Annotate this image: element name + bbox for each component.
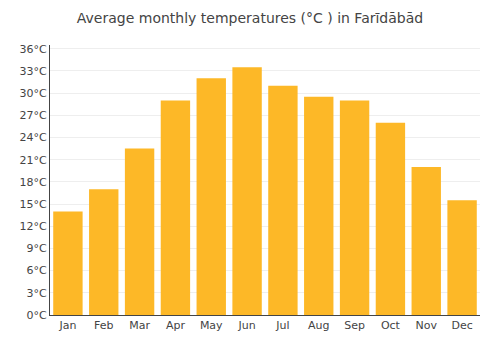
svg-text:3°C: 3°C [27,287,47,300]
svg-text:24°C: 24°C [20,131,47,144]
svg-text:Jun: Jun [237,319,255,332]
svg-text:May: May [200,319,223,332]
svg-text:Average monthly temperatures (: Average monthly temperatures (°C ) in Fa… [77,10,423,26]
svg-text:21°C: 21°C [20,154,47,167]
svg-text:30°C: 30°C [20,87,47,100]
svg-text:Apr: Apr [166,319,186,332]
svg-text:15°C: 15°C [20,198,47,211]
svg-text:Feb: Feb [94,319,113,332]
svg-text:0°C: 0°C [27,309,47,322]
svg-text:Sep: Sep [344,319,365,332]
svg-text:Jan: Jan [58,319,76,332]
svg-text:36°C: 36°C [20,43,47,56]
svg-text:9°C: 9°C [27,242,47,255]
svg-text:18°C: 18°C [20,176,47,189]
svg-text:6°C: 6°C [27,264,47,277]
svg-text:Aug: Aug [308,319,329,332]
svg-text:Nov: Nov [416,319,438,332]
svg-text:Jul: Jul [275,319,289,332]
svg-text:12°C: 12°C [20,220,47,233]
svg-text:Dec: Dec [451,319,472,332]
svg-text:33°C: 33°C [20,65,47,78]
svg-text:Mar: Mar [129,319,150,332]
svg-text:27°C: 27°C [20,109,47,122]
svg-text:Oct: Oct [381,319,401,332]
